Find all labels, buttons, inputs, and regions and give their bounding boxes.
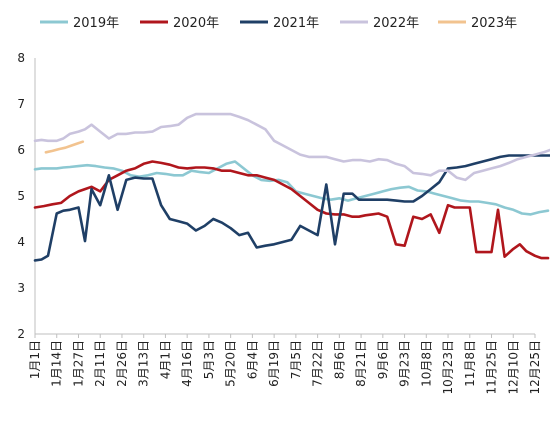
series-line-2023年 [44,140,85,154]
series-line-2020年 [33,160,550,260]
x-tick-label: 3月13日 [137,340,151,387]
series-line-2022年 [33,112,550,182]
x-tick-label: 2月11日 [93,340,107,387]
x-tick-label: 9月6日 [376,340,390,379]
x-tick-label: 9月23日 [398,340,412,387]
x-tick-label: 8月21日 [354,340,368,387]
y-tick-label: 7 [17,97,25,111]
y-tick-label: 2 [17,327,25,341]
x-tick-label: 2月26日 [115,340,129,387]
x-tick-label: 6月19日 [267,340,281,387]
x-tick-label: 1月27日 [71,340,85,387]
legend-label: 2021年 [273,16,319,31]
x-tick-label: 10月23日 [441,340,455,395]
legend-label: 2019年 [73,16,119,31]
y-axis: 2 3 4 5 6 7 8 [17,51,36,341]
x-tick-label: 11月8日 [463,340,477,387]
series-line-2021年 [33,154,550,262]
x-tick-label: 12月10日 [506,340,520,395]
legend-label: 2023年 [471,16,517,31]
legend-label: 2022年 [373,16,419,31]
x-tick-label: 8月6日 [332,340,346,379]
y-tick-label: 3 [17,281,25,295]
x-tick-label: 5月3日 [202,340,216,379]
x-axis: 1月1日 1月14日 1月27日 2月11日 2月26日 3月13日 4月1日 4月16日 5月… [28,333,542,395]
y-tick-label: 8 [17,51,25,65]
x-tick-label: 1月1日 [28,340,42,379]
x-tick-label: 12月25日 [528,340,542,395]
x-tick-label: 7月22日 [311,340,325,387]
x-tick-label: 5月20日 [224,340,238,387]
x-tick-label: 1月14日 [50,340,64,387]
legend-label: 2020年 [173,16,219,31]
y-tick-label: 4 [17,235,25,249]
legend: 2019年 2020年 2021年 2022年 2023年 [40,16,517,31]
y-tick-label: 5 [17,189,25,203]
series-line-2019年 [33,160,550,216]
x-tick-label: 6月4日 [245,340,259,379]
series-layer [33,112,550,262]
x-tick-label: 4月1日 [158,340,172,379]
y-tick-label: 6 [17,143,25,157]
x-tick-label: 7月5日 [289,340,303,379]
x-tick-label: 10月8日 [419,340,433,387]
x-tick-label: 4月16日 [180,340,194,387]
x-tick-label: 11月25日 [485,340,499,395]
